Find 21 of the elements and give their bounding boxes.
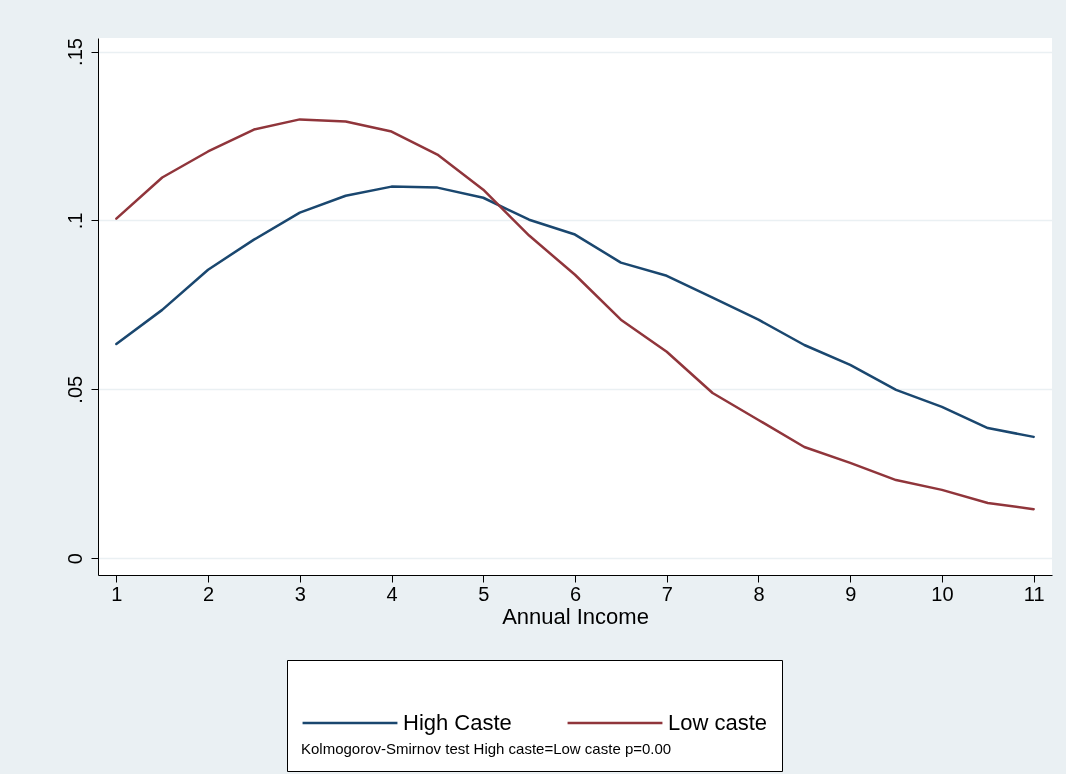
y-tick-label: .1: [63, 212, 86, 230]
x-tick-label: 10: [931, 582, 954, 605]
line-series: [115, 118, 1035, 511]
x-tick-label: 6: [569, 582, 582, 605]
legend-label: Low caste: [668, 710, 768, 735]
x-tick-label: 2: [203, 582, 215, 605]
y-tick-label: .15: [63, 38, 86, 66]
x-tick-label: 8: [753, 582, 765, 605]
x-tick-label: 5: [478, 582, 490, 605]
line-series: [115, 185, 1035, 439]
x-tick-label: 4: [386, 582, 398, 605]
y-tick-label: .05: [63, 375, 86, 404]
text: Kolmogorov-Smirnov test High caste=Low caste p=0.00: [301, 740, 672, 757]
x-tick-label: 3: [294, 582, 306, 605]
x-tick-label: 9: [845, 582, 857, 605]
x-tick-label: 1: [111, 582, 123, 605]
x-axis-title: Annual Income: [502, 603, 649, 629]
x-tick-label: 7: [661, 582, 673, 605]
y-tick-label: 0: [63, 553, 86, 565]
legend-label: High Caste: [403, 710, 512, 735]
x-tick-label: 11: [1023, 582, 1045, 605]
